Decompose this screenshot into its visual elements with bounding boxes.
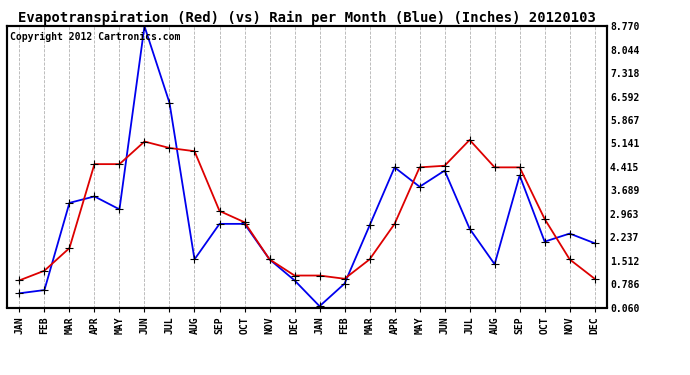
Text: Copyright 2012 Cartronics.com: Copyright 2012 Cartronics.com [10, 32, 180, 42]
Title: Evapotranspiration (Red) (vs) Rain per Month (Blue) (Inches) 20120103: Evapotranspiration (Red) (vs) Rain per M… [18, 11, 596, 25]
